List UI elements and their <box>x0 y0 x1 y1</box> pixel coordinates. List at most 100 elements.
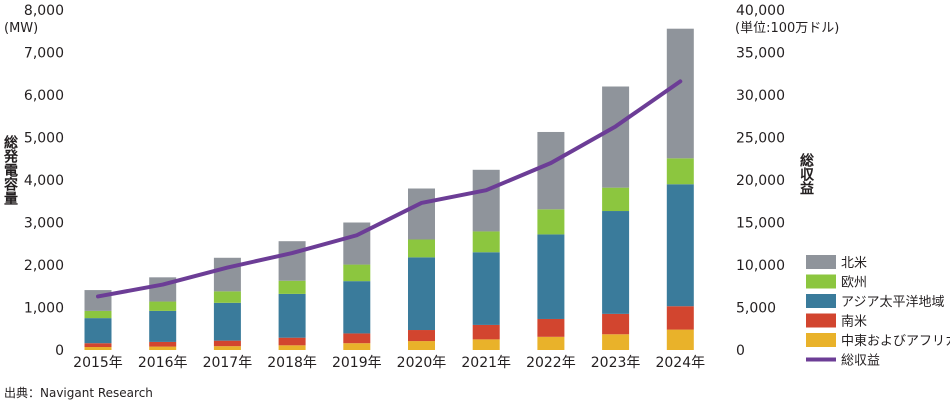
bar-segment <box>213 291 241 303</box>
x-tick-label: 2016年 <box>138 355 188 371</box>
bar-segment <box>666 184 694 307</box>
x-tick-label: 2017年 <box>203 355 253 371</box>
bar-segment <box>666 158 694 185</box>
x-tick-label: 2015年 <box>73 355 123 371</box>
bar-segment <box>602 86 630 188</box>
legend-label: 北米 <box>841 256 867 271</box>
left-tick-label: 5,000 <box>24 131 64 147</box>
bar-segment <box>472 339 500 350</box>
left-tick-label: 3,000 <box>24 216 64 232</box>
bar-segment <box>408 341 435 350</box>
bar-segment <box>278 337 306 346</box>
bar-segment <box>472 231 500 253</box>
left-tick-label: 0 <box>55 343 64 359</box>
right-tick-label: 25,000 <box>736 131 785 147</box>
bar-segment <box>602 187 630 212</box>
x-tick-label: 2018年 <box>267 355 317 371</box>
right-tick-label: 35,000 <box>736 46 785 62</box>
left-tick-label: 1,000 <box>24 301 64 317</box>
bar-segment <box>213 340 241 347</box>
right-tick-label: 0 <box>736 343 745 359</box>
bar-segment <box>537 209 565 235</box>
left-tick-label: 4,000 <box>24 173 64 189</box>
x-tick-label: 2020年 <box>397 355 447 371</box>
left-axis-title: 総発電容量 <box>2 134 19 206</box>
bar-segment <box>537 336 565 350</box>
right-tick-label: 10,000 <box>736 258 785 274</box>
bar-segment <box>149 310 177 342</box>
source-note: 出典：Navigant Research <box>4 386 153 400</box>
legend-label: 南米 <box>841 314 867 330</box>
x-tick-label: 2024年 <box>655 355 705 371</box>
stacked-bars <box>84 28 694 350</box>
bar-segment <box>537 131 565 210</box>
right-axis-ticks: 0 5,000 10,000 15,000 20,000 25,000 30,000 35,0… <box>736 3 785 359</box>
bar-segment <box>602 211 630 314</box>
legend-swatch <box>806 294 836 308</box>
left-tick-label: 7,000 <box>24 46 64 62</box>
legend-swatch <box>806 274 836 289</box>
bar-segment <box>343 343 371 350</box>
legend-swatch <box>806 313 836 328</box>
legend-label: アジア太平洋地域 <box>841 295 944 310</box>
right-tick-label: 15,000 <box>736 216 785 232</box>
bar-segment <box>278 280 306 294</box>
bar-segment <box>602 313 630 335</box>
bar-segment <box>472 252 500 325</box>
revenue-line-group <box>96 79 683 299</box>
legend-label: 中東およびアフリカ <box>841 333 950 349</box>
bar-segment <box>408 257 435 331</box>
bar-segment <box>84 347 112 350</box>
right-axis-unit: (単位:100万ドル) <box>735 20 839 36</box>
bar-segment <box>213 257 241 292</box>
bar-segment <box>343 333 371 344</box>
right-axis-title: 総収益 <box>798 152 814 195</box>
bar-segment <box>343 281 371 334</box>
bar-segment <box>149 346 177 350</box>
x-tick-label: 2023年 <box>591 355 641 371</box>
bar-segment <box>213 302 241 341</box>
right-tick-label: 30,000 <box>736 88 785 104</box>
revenue-line <box>96 79 683 299</box>
left-tick-label: 8,000 <box>24 3 64 19</box>
bar-segment <box>84 343 112 348</box>
bar-segment <box>666 329 694 350</box>
right-tick-label: 20,000 <box>736 173 785 189</box>
legend-swatch <box>806 255 836 269</box>
bar-segment <box>149 301 177 311</box>
bar-segment <box>278 345 306 350</box>
right-tick-label: 5,000 <box>736 301 776 317</box>
bar-segment <box>472 324 500 340</box>
bar-segment <box>408 239 435 258</box>
bar-segment <box>537 318 565 337</box>
bar-segment <box>408 330 435 342</box>
x-tick-label: 2019年 <box>332 355 382 371</box>
bar-segment <box>149 341 177 347</box>
bar-segment <box>537 234 565 319</box>
bar-segment <box>408 188 435 240</box>
x-tick-label: 2022年 <box>526 355 576 371</box>
bar-segment <box>343 264 371 282</box>
left-axis-ticks: 0 1,000 2,000 3,000 4,000 5,000 6,000 7,000 8,00… <box>24 3 64 359</box>
legend-label: 欧州 <box>841 276 867 291</box>
bar-segment <box>84 310 112 319</box>
bar-segment <box>666 306 694 330</box>
legend-swatch <box>806 333 836 347</box>
bar-segment <box>278 241 306 281</box>
x-axis-ticks: 2015年 2016年 2017年 2018年 2019年 2020年 2021年 2022年… <box>73 355 705 371</box>
left-tick-label: 6,000 <box>24 88 64 104</box>
right-tick-label: 40,000 <box>736 3 785 19</box>
bar-segment <box>213 346 241 350</box>
left-tick-label: 2,000 <box>24 258 64 274</box>
x-tick-label: 2021年 <box>461 355 511 371</box>
bar-segment <box>666 28 694 159</box>
bar-segment <box>278 293 306 338</box>
bar-segment <box>84 318 112 344</box>
bar-segment <box>602 334 630 350</box>
bar-segment <box>472 169 500 232</box>
left-axis-unit: (MW) <box>4 21 38 36</box>
legend-label: 総収益 <box>841 354 880 369</box>
